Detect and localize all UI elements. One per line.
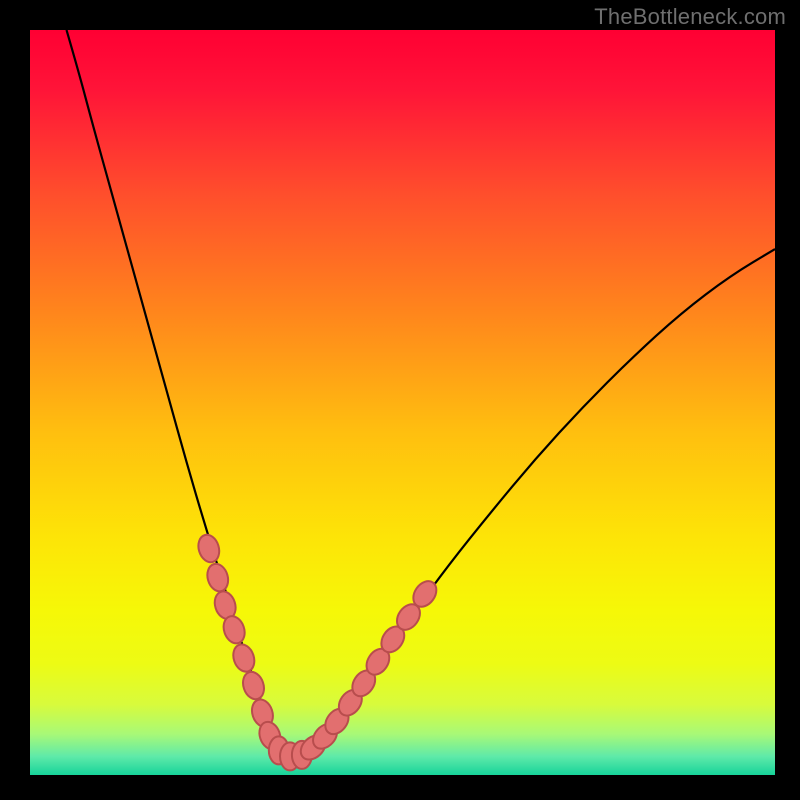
plot-area (30, 30, 775, 775)
bottleneck-curve (67, 30, 775, 757)
bead (195, 532, 222, 565)
bead-cluster (195, 532, 441, 770)
bead (204, 561, 231, 593)
bead (230, 642, 258, 675)
curve-layer (30, 30, 775, 775)
watermark-text: TheBottleneck.com (594, 4, 786, 30)
bead (240, 669, 268, 702)
